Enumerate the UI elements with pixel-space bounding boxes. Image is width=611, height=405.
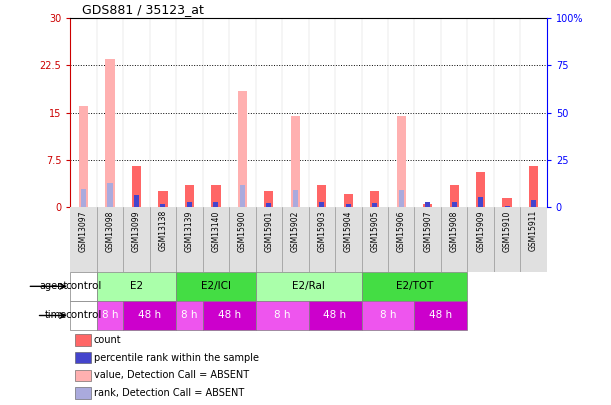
Text: E2/TOT: E2/TOT xyxy=(396,281,433,291)
Text: GSM15905: GSM15905 xyxy=(370,210,379,252)
Text: GSM15910: GSM15910 xyxy=(503,210,511,252)
Bar xyxy=(158,191,167,207)
Bar xyxy=(75,334,91,346)
Bar xyxy=(531,200,536,207)
Bar xyxy=(160,204,166,207)
Text: GSM15902: GSM15902 xyxy=(291,210,300,252)
Bar xyxy=(502,198,512,207)
Text: 48 h: 48 h xyxy=(138,311,161,320)
Text: 8 h: 8 h xyxy=(379,311,397,320)
Text: E2/ICI: E2/ICI xyxy=(201,281,231,291)
Bar xyxy=(476,173,485,207)
Text: value, Detection Call = ABSENT: value, Detection Call = ABSENT xyxy=(93,370,249,380)
Text: 8 h: 8 h xyxy=(101,311,119,320)
Text: GSM15906: GSM15906 xyxy=(397,210,406,252)
Text: GSM15901: GSM15901 xyxy=(265,210,273,252)
Text: control: control xyxy=(65,311,101,320)
Text: GSM13138: GSM13138 xyxy=(158,210,167,252)
Bar xyxy=(79,106,88,207)
Bar xyxy=(75,352,91,363)
Bar xyxy=(187,202,192,207)
Text: time: time xyxy=(45,311,67,320)
Bar xyxy=(176,272,255,301)
Text: 48 h: 48 h xyxy=(323,311,346,320)
Bar xyxy=(414,301,467,330)
Bar xyxy=(211,185,221,207)
Bar xyxy=(185,185,194,207)
Bar xyxy=(425,202,430,207)
Bar xyxy=(134,195,139,207)
Bar xyxy=(319,202,324,207)
Bar xyxy=(362,272,467,301)
Bar xyxy=(291,116,300,207)
Bar xyxy=(264,191,274,207)
Bar xyxy=(362,301,414,330)
Bar xyxy=(97,272,176,301)
Bar xyxy=(75,387,91,399)
Bar xyxy=(398,190,404,207)
Bar xyxy=(70,301,97,330)
Text: agent: agent xyxy=(39,281,67,291)
Bar xyxy=(75,370,91,381)
Text: GSM13139: GSM13139 xyxy=(185,210,194,252)
Text: GSM15903: GSM15903 xyxy=(317,210,326,252)
Bar xyxy=(397,116,406,207)
Bar xyxy=(346,204,351,207)
Bar xyxy=(317,185,326,207)
Bar xyxy=(293,190,298,207)
Bar xyxy=(81,189,86,207)
Text: 8 h: 8 h xyxy=(274,311,290,320)
Bar xyxy=(238,91,247,207)
Text: 8 h: 8 h xyxy=(181,311,198,320)
Bar xyxy=(309,301,362,330)
Text: GSM15900: GSM15900 xyxy=(238,210,247,252)
Bar xyxy=(372,203,378,207)
Bar xyxy=(108,183,112,207)
Text: GSM15908: GSM15908 xyxy=(450,210,459,252)
Bar xyxy=(123,301,176,330)
Bar xyxy=(266,203,271,207)
Text: GSM15911: GSM15911 xyxy=(529,210,538,252)
Text: GSM13098: GSM13098 xyxy=(106,210,114,252)
Text: GDS881 / 35123_at: GDS881 / 35123_at xyxy=(82,3,204,16)
Text: count: count xyxy=(93,335,121,345)
Bar xyxy=(255,301,309,330)
Text: GSM13097: GSM13097 xyxy=(79,210,88,252)
Bar xyxy=(213,202,219,207)
Text: percentile rank within the sample: percentile rank within the sample xyxy=(93,353,258,362)
Text: 48 h: 48 h xyxy=(430,311,453,320)
Bar xyxy=(370,191,379,207)
Text: GSM15909: GSM15909 xyxy=(476,210,485,252)
Text: E2/Ral: E2/Ral xyxy=(292,281,325,291)
Text: control: control xyxy=(65,281,101,291)
Text: GSM13140: GSM13140 xyxy=(211,210,221,252)
Bar xyxy=(343,194,353,207)
Text: GSM13099: GSM13099 xyxy=(132,210,141,252)
Bar xyxy=(240,185,245,207)
Text: GSM15907: GSM15907 xyxy=(423,210,432,252)
Bar xyxy=(132,166,141,207)
Bar xyxy=(478,196,483,207)
Text: GSM15904: GSM15904 xyxy=(344,210,353,252)
Bar xyxy=(176,301,203,330)
Bar xyxy=(529,166,538,207)
Text: 48 h: 48 h xyxy=(218,311,241,320)
Text: rank, Detection Call = ABSENT: rank, Detection Call = ABSENT xyxy=(93,388,244,398)
Bar xyxy=(452,202,457,207)
Bar xyxy=(423,204,433,207)
Bar xyxy=(70,272,97,301)
Bar xyxy=(255,272,362,301)
Bar xyxy=(97,301,123,330)
Bar xyxy=(450,185,459,207)
Bar xyxy=(505,206,510,207)
Bar xyxy=(105,59,115,207)
Bar xyxy=(203,301,255,330)
Text: E2: E2 xyxy=(130,281,143,291)
